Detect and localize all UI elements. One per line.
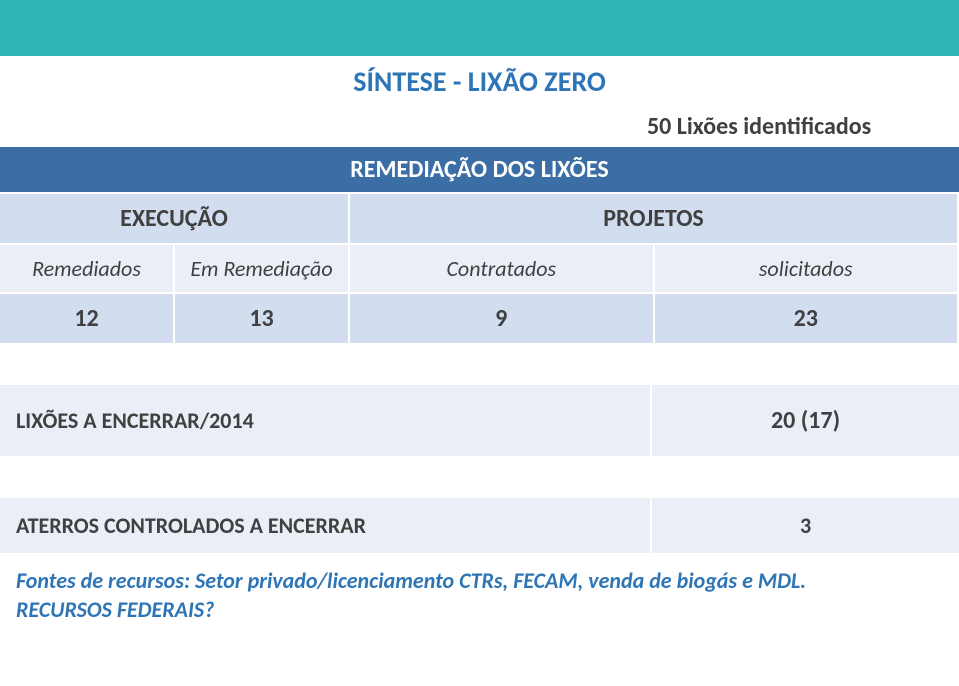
footer-line2: RECURSOS FEDERAIS? xyxy=(16,596,214,623)
section-header: REMEDIAÇÃO DOS LIXÕES xyxy=(0,145,959,192)
sub-cell-em-remediacao: Em Remediação xyxy=(175,243,350,292)
data-cell-1: 12 xyxy=(0,292,175,343)
data-cell-2: 13 xyxy=(175,292,350,343)
data-row: 12 13 9 23 xyxy=(0,292,959,343)
subheader-row: Remediados Em Remediação Contratados sol… xyxy=(0,243,959,292)
sub-cell-remediados: Remediados xyxy=(0,243,175,292)
header-cell-projetos: PROJETOS xyxy=(350,192,959,243)
lixoes-encerrar-label: LIXÕES A ENCERRAR/2014 xyxy=(0,385,652,456)
header-cell-execucao: EXECUÇÃO xyxy=(0,192,350,243)
lixoes-encerrar-value: 20 (17) xyxy=(652,385,959,456)
table-lixoes-encerrar: LIXÕES A ENCERRAR/2014 20 (17) xyxy=(0,385,959,456)
page-title: SÍNTESE - LIXÃO ZERO xyxy=(0,64,959,99)
subtitle-box: 50 Lixões identificados xyxy=(629,109,959,143)
footer-line1: Fontes de recursos: Setor privado/licenc… xyxy=(16,567,806,594)
top-bar xyxy=(0,0,959,56)
data-cell-3: 9 xyxy=(350,292,654,343)
header-row: EXECUÇÃO PROJETOS xyxy=(0,192,959,243)
subtitle-row: 50 Lixões identificados xyxy=(0,109,959,145)
aterros-value: 3 xyxy=(652,498,959,553)
footer-text: Fontes de recursos: Setor privado/licenc… xyxy=(0,567,959,624)
aterros-label: ATERROS CONTROLADOS A ENCERRAR xyxy=(0,498,652,553)
sub-cell-contratados: Contratados xyxy=(350,243,654,292)
data-cell-4: 23 xyxy=(655,292,959,343)
table-aterros-controlados: ATERROS CONTROLADOS A ENCERRAR 3 xyxy=(0,498,959,553)
sub-cell-solicitados: solicitados xyxy=(655,243,959,292)
